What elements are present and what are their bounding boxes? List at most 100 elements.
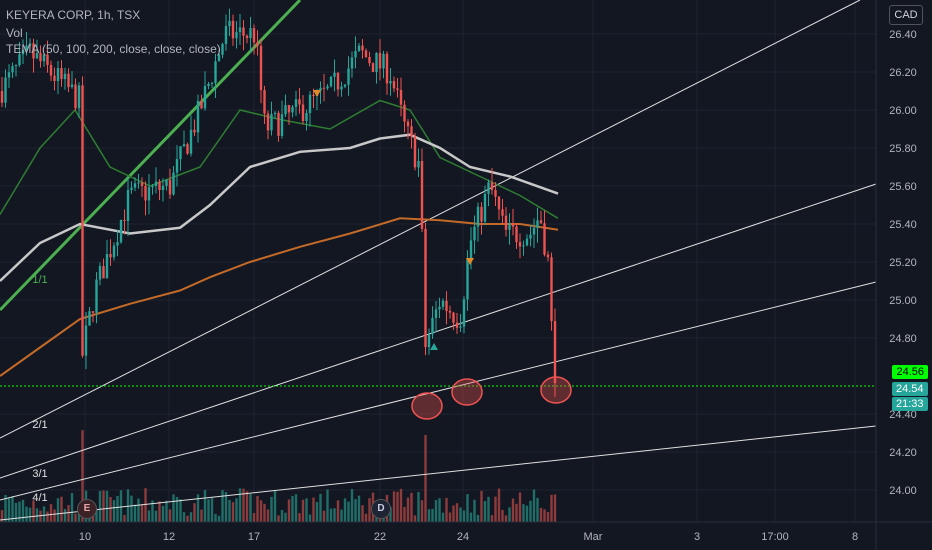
candle-body bbox=[266, 113, 270, 131]
candle-body bbox=[168, 179, 172, 195]
candle-body bbox=[420, 160, 424, 229]
volume-bar bbox=[434, 500, 438, 522]
candle-body bbox=[434, 309, 438, 318]
candle-body bbox=[98, 266, 102, 280]
volume-bar bbox=[25, 506, 28, 522]
candle-body bbox=[63, 73, 67, 80]
volume-bar bbox=[77, 511, 81, 522]
x-tick-label: 8 bbox=[852, 531, 858, 543]
candle-body bbox=[60, 68, 63, 80]
candle-body bbox=[336, 72, 340, 90]
volume-bar bbox=[480, 490, 483, 522]
volume-bar bbox=[105, 490, 109, 522]
volume-bar bbox=[273, 490, 277, 522]
candle-body bbox=[501, 209, 504, 216]
candle-body bbox=[105, 254, 109, 279]
volume-bar bbox=[515, 503, 518, 522]
x-tick-label: 24 bbox=[457, 531, 469, 543]
candle-body bbox=[417, 160, 420, 168]
candle-body bbox=[375, 52, 378, 72]
candle-body bbox=[28, 43, 32, 46]
gann-fan-line bbox=[0, 425, 877, 521]
volume-bar bbox=[522, 504, 525, 522]
candle-body bbox=[452, 312, 455, 323]
candle-body bbox=[70, 84, 74, 88]
candle-body bbox=[546, 254, 550, 258]
candle-body bbox=[448, 310, 452, 313]
volume-bar bbox=[235, 498, 238, 522]
volume-bar bbox=[18, 501, 21, 522]
candle-body bbox=[347, 68, 350, 85]
candle-body bbox=[210, 82, 214, 84]
candle-body bbox=[81, 85, 84, 356]
candle-body bbox=[291, 106, 294, 113]
volume-bar bbox=[21, 499, 25, 522]
candle-body bbox=[294, 99, 298, 107]
candle-body bbox=[242, 27, 245, 36]
candle-body bbox=[4, 77, 7, 103]
candle-body bbox=[91, 311, 95, 313]
candle-body bbox=[277, 112, 280, 136]
volume-bar bbox=[256, 496, 259, 522]
volume-bar bbox=[301, 499, 305, 522]
candle-body bbox=[126, 190, 130, 221]
x-tick-label: 17:00 bbox=[761, 531, 789, 543]
dividend-icon[interactable]: D bbox=[371, 499, 391, 519]
currency-button[interactable]: CAD bbox=[889, 5, 923, 25]
tema-100-line bbox=[0, 133, 559, 282]
candle-body bbox=[536, 220, 539, 228]
volume-bar bbox=[487, 496, 490, 522]
volume-bar bbox=[546, 512, 550, 522]
countdown-tag: 21:33 bbox=[892, 397, 928, 411]
candle-body bbox=[532, 227, 536, 235]
candle-body bbox=[200, 100, 203, 109]
candle-body bbox=[217, 54, 221, 62]
highlight-circle bbox=[540, 376, 572, 404]
sell-arrow-marker bbox=[466, 258, 474, 265]
volume-bar bbox=[133, 504, 137, 522]
volume-bar bbox=[123, 514, 126, 522]
candle-body bbox=[403, 104, 406, 122]
volume-bar bbox=[399, 488, 403, 522]
candle-body bbox=[172, 172, 175, 195]
volume-legend[interactable]: Vol bbox=[6, 26, 23, 40]
candle-body bbox=[284, 105, 287, 115]
volume-bar bbox=[312, 497, 315, 522]
candle-body bbox=[203, 86, 207, 109]
candle-body bbox=[123, 219, 126, 221]
candle-body bbox=[193, 129, 196, 133]
volume-bar bbox=[165, 500, 168, 522]
volume-bar bbox=[39, 510, 42, 522]
candle-body bbox=[298, 99, 301, 105]
volume-bar bbox=[186, 515, 189, 522]
earnings-icon[interactable]: E bbox=[77, 499, 97, 519]
candle-body bbox=[11, 66, 14, 73]
candle-body bbox=[511, 223, 515, 227]
candle-body bbox=[371, 63, 375, 72]
candle-body bbox=[396, 88, 399, 90]
volume-bar bbox=[396, 491, 399, 522]
candle-body bbox=[224, 26, 228, 45]
volume-bar bbox=[284, 512, 287, 522]
volume-bar bbox=[168, 509, 172, 522]
volume-bar bbox=[462, 510, 466, 522]
candle-body bbox=[438, 306, 441, 310]
volume-bar bbox=[466, 494, 469, 522]
y-tick-label: 24.20 bbox=[889, 447, 917, 459]
volume-bar bbox=[63, 508, 67, 522]
candle-body bbox=[445, 300, 448, 311]
volume-bar bbox=[263, 503, 266, 522]
volume-bar bbox=[46, 511, 49, 522]
volume-bar bbox=[252, 513, 256, 522]
tema-legend[interactable]: TEMA (50, 100, 200, close, close, close) bbox=[6, 42, 221, 56]
candle-body bbox=[32, 43, 35, 59]
volume-bar bbox=[14, 502, 18, 522]
candle-body bbox=[326, 86, 329, 89]
candle-body bbox=[186, 144, 189, 154]
candle-body bbox=[490, 182, 494, 191]
candle-body bbox=[77, 85, 81, 109]
volume-bar bbox=[245, 491, 249, 522]
volume-bar bbox=[494, 496, 497, 522]
volume-bar bbox=[424, 434, 427, 522]
